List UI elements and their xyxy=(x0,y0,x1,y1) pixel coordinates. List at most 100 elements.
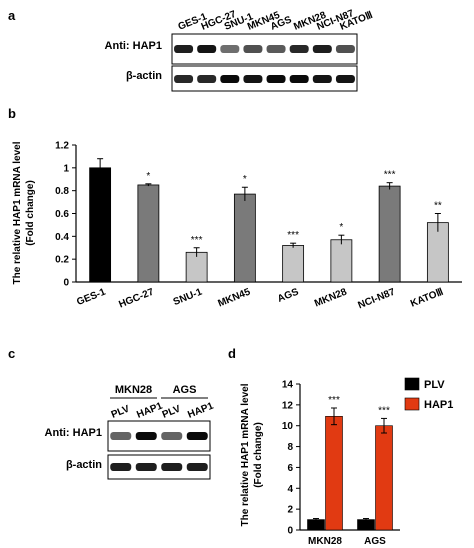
significance-mark: ** xyxy=(434,201,442,212)
bar-mkn28 xyxy=(330,239,353,283)
panel-d-y-axis-title: The relative HAP1 mRNA level xyxy=(240,383,251,526)
y-tick-label: 8 xyxy=(287,442,293,453)
blot-band xyxy=(110,463,132,471)
group-label-ags: AGS xyxy=(173,384,197,396)
blot-band xyxy=(174,45,194,53)
significance-mark: *** xyxy=(287,230,299,241)
panel-b-letter: b xyxy=(8,106,16,121)
panel-c-letter: c xyxy=(8,346,15,361)
bar-hap1-ags xyxy=(375,425,393,531)
y-tick-label: 0.2 xyxy=(55,255,69,266)
blot-band xyxy=(220,75,240,83)
significance-mark: * xyxy=(339,222,343,233)
y-tick-label: 0.4 xyxy=(55,232,69,243)
bar-plv-mkn28 xyxy=(307,519,325,531)
x-tick-label-kato: KATOⅢ xyxy=(409,287,445,310)
y-tick-label: 14 xyxy=(282,380,294,391)
legend-label-hap1: HAP1 xyxy=(424,399,453,411)
y-tick-label: 10 xyxy=(282,421,294,432)
blot-band xyxy=(186,463,208,471)
legend-swatch-plv xyxy=(404,377,420,391)
panel-a-lane-labels: GES-1HGC-27SNU-1MKN45AGSMKN28NCI-N87KATO… xyxy=(177,8,375,33)
y-tick-label: 0.6 xyxy=(55,209,69,220)
y-tick-label: 0 xyxy=(63,278,69,289)
blot-band xyxy=(243,75,263,83)
y-tick-label: 2 xyxy=(287,505,293,516)
bar-plv-ags xyxy=(357,519,375,531)
blot-band xyxy=(266,75,286,83)
blot-band xyxy=(186,432,208,440)
blot-band xyxy=(174,75,194,83)
x-tick-label-ges-1: GES-1 xyxy=(75,286,107,308)
blot-band xyxy=(289,75,309,83)
panel-a-hap1-bands xyxy=(174,45,355,53)
blot-band xyxy=(266,45,286,53)
bar-ges-1 xyxy=(89,167,112,283)
x-tick-label-ags: AGS xyxy=(364,536,386,547)
x-tick-label-snu-1: SNU-1 xyxy=(172,286,204,308)
panel-d-legend: PLV HAP1 xyxy=(404,377,453,411)
panel-c-group-labels: MKN28 AGS xyxy=(110,384,208,399)
panel-c-hap1-label: Anti: HAP1 xyxy=(45,427,102,439)
panel-a-hap1-label: Anti: HAP1 xyxy=(105,40,162,52)
blot-band xyxy=(312,75,332,83)
x-tick-label-mkn45: MKN45 xyxy=(216,286,252,309)
significance-mark: * xyxy=(146,171,150,182)
blot-band xyxy=(161,432,183,440)
y-tick-label: 1.2 xyxy=(55,141,69,152)
panel-a-actin-bands xyxy=(174,75,355,83)
blot-band xyxy=(335,75,355,83)
panel-b-bar-chart: The relative HAP1 mRNA level (Fold chang… xyxy=(12,141,462,311)
lane-label-plv: PLV xyxy=(110,403,132,420)
panel-d-bar-chart: The relative HAP1 mRNA level (Fold chang… xyxy=(240,380,400,547)
blot-band xyxy=(161,463,183,471)
lane-label-hap1: HAP1 xyxy=(186,400,215,420)
x-tick-label-mkn28: MKN28 xyxy=(308,536,342,547)
bar-nci-n87 xyxy=(378,185,401,283)
panel-c-hap1-bands xyxy=(110,432,208,440)
x-tick-label-ags: AGS xyxy=(276,286,301,304)
y-tick-label: 4 xyxy=(287,484,293,495)
significance-mark: *** xyxy=(384,170,396,181)
blot-band xyxy=(312,45,332,53)
y-tick-label: 1 xyxy=(63,163,69,174)
significance-mark: *** xyxy=(328,395,340,406)
blot-band xyxy=(335,45,355,53)
blot-band xyxy=(220,45,240,53)
y-tick-label: 12 xyxy=(282,400,294,411)
panel-c-actin-bands xyxy=(110,463,208,471)
blot-band xyxy=(197,75,217,83)
significance-mark: *** xyxy=(191,235,203,246)
blot-band xyxy=(243,45,263,53)
y-tick-label: 0 xyxy=(287,526,293,537)
significance-mark: * xyxy=(243,174,247,185)
bar-ags xyxy=(282,245,305,283)
y-tick-label: 0.8 xyxy=(55,186,69,197)
panel-d-letter: d xyxy=(228,346,236,361)
panel-d-y-axis-subtitle: (Fold change) xyxy=(253,422,264,488)
significance-mark: *** xyxy=(378,405,390,416)
legend-swatch-hap1 xyxy=(404,397,420,411)
blot-band xyxy=(289,45,309,53)
y-tick-label: 6 xyxy=(287,463,293,474)
legend-label-plv: PLV xyxy=(424,379,445,391)
bar-mkn45 xyxy=(233,193,256,283)
blot-band xyxy=(135,463,157,471)
panel-a-actin-label: β-actin xyxy=(126,70,162,82)
bar-hap1-mkn28 xyxy=(325,416,343,531)
lane-label-plv: PLV xyxy=(161,403,183,420)
x-tick-label-nci-n87: NCI-N87 xyxy=(357,286,398,311)
x-tick-label-mkn28: MKN28 xyxy=(313,286,349,309)
blot-band xyxy=(197,45,217,53)
group-label-mkn28: MKN28 xyxy=(115,384,152,396)
panel-b-y-axis-subtitle: (Fold change) xyxy=(25,180,36,246)
panel-a-letter: a xyxy=(8,8,16,23)
blot-band xyxy=(110,432,132,440)
panel-b-y-axis-title: The relative HAP1 mRNA level xyxy=(12,141,23,284)
x-tick-label-hgc-27: HGC-27 xyxy=(117,286,156,310)
blot-band xyxy=(135,432,157,440)
bar-hgc-27 xyxy=(137,184,160,283)
